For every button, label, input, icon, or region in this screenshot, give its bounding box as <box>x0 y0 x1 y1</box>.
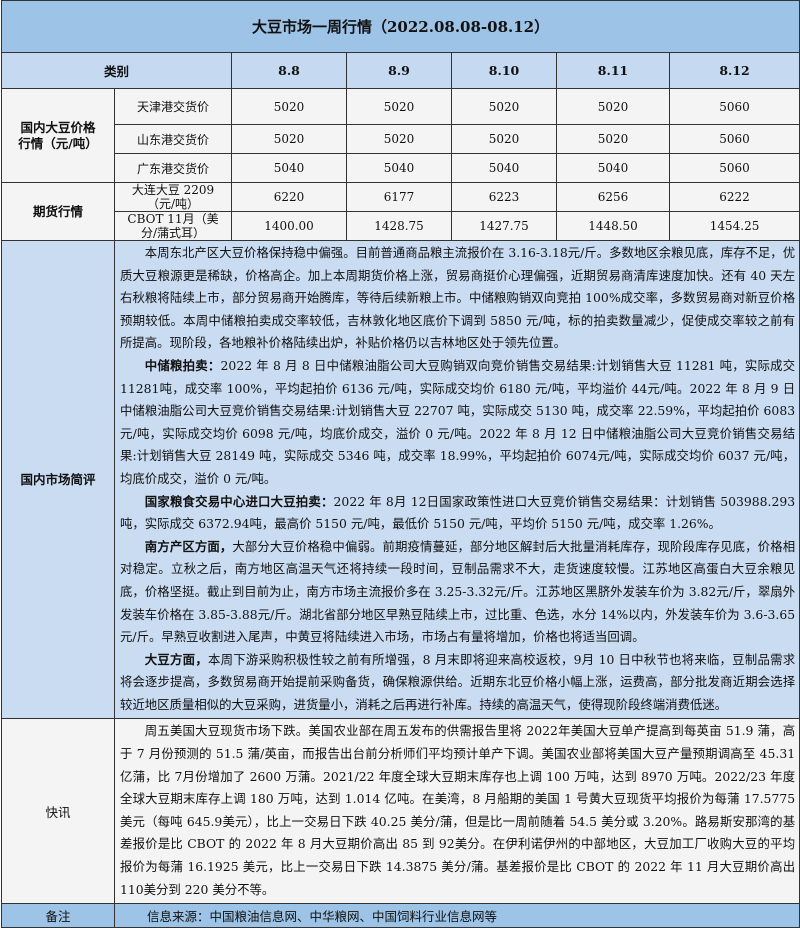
row-name-text: 大连大豆 2209（元/吨） <box>131 183 215 211</box>
paragraph-text: 2022 年 8 月 8 日中储粮油脂公司大豆购销双向竞价销售交易结果:计划销售… <box>120 357 796 486</box>
table-row: 国内大豆价格行情（元/吨） 天津港交货价 5020 5020 5020 5020… <box>1 88 800 183</box>
paragraph: 国家粮食交易中心进口大豆拍卖：2022 年 8月 12日国家政策性进口大豆竞价销… <box>120 491 795 536</box>
table-row: CBOT 11月（美分/蒲式耳） 1400.00 1428.75 1427.75… <box>2 211 800 241</box>
cell: 6177 <box>346 182 452 212</box>
row-name: CBOT 11月（美分/蒲式耳） <box>114 211 232 241</box>
paragraph-lead: 国家粮食交易中心进口大豆拍卖： <box>144 493 334 509</box>
row-name: 广东港交货价 <box>114 153 232 183</box>
note-text: 信息来源：中国粮油信息网、中华粮网、中国饲料行业信息网等 <box>113 903 800 928</box>
row-name-text: CBOT 11月（美分/蒲式耳） <box>127 212 219 240</box>
note-label: 备注 <box>1 903 115 928</box>
cell: 5040 <box>556 153 670 183</box>
cell: 1454.25 <box>668 211 800 241</box>
cell: 6223 <box>451 182 557 212</box>
table-row: 期货行情 大连大豆 2209（元/吨） 6220 6177 6223 6256 … <box>1 182 800 241</box>
date-header: 8.9 <box>346 52 452 89</box>
row-name: 天津港交货价 <box>114 88 232 125</box>
date-header: 8.12 <box>668 52 800 89</box>
cell: 5020 <box>451 88 557 125</box>
paragraph: 中储粮拍卖：2022 年 8 月 8 日中储粮油脂公司大豆购销双向竞价销售交易结… <box>120 355 795 491</box>
cell: 6256 <box>556 182 670 212</box>
commentary-row: 国内市场简评 本周东北产区大豆价格保持稳中偏强。目前普通商品粮主流报价在 3.1… <box>1 239 800 720</box>
cell: 5040 <box>231 153 347 183</box>
paragraph: 本周东北产区大豆价格保持稳中偏强。目前普通商品粮主流报价在 3.16-3.18元… <box>120 242 795 355</box>
paragraph-text: 大部分大豆价格稳中偏弱。前期疫情蔓延，部分地区解封后大批量消耗库存，现阶段库存见… <box>120 538 796 645</box>
paragraph: 大豆方面，本周下游采购积极性较之前有所增强，8 月末即将迎来高校返校，9月 10… <box>120 649 795 717</box>
commentary-label: 国内市场简评 <box>1 239 115 720</box>
commentary-text: 本周东北产区大豆价格保持稳中偏强。目前普通商品粮主流报价在 3.16-3.18元… <box>113 239 800 720</box>
table-row: 山东港交货价 5020 5020 5020 5020 5060 <box>2 124 800 154</box>
cell: 5060 <box>668 88 800 125</box>
note-row: 备注 信息来源：中国粮油信息网、中华粮网、中国饲料行业信息网等 <box>1 903 800 928</box>
cell: 5060 <box>668 124 800 154</box>
news-text: 周五美国大豆现货市场下跌。美国农业部在周五发布的供需报告里将 2022年美国大豆… <box>113 718 800 905</box>
paragraph-text: 本周东北产区大豆价格保持稳中偏强。目前普通商品粮主流报价在 3.16-3.18元… <box>120 245 796 351</box>
news-label: 快讯 <box>1 718 115 905</box>
table-row: 广东港交货价 5040 5040 5040 5040 5060 <box>2 153 800 183</box>
domestic-price-label: 国内大豆价格行情（元/吨） <box>1 88 115 183</box>
cell: 5020 <box>346 88 452 125</box>
cell: 5060 <box>668 153 800 183</box>
paragraph-lead: 南方产区方面， <box>144 538 233 554</box>
paragraph-lead: 中储粮拍卖： <box>144 357 221 373</box>
cell: 1400.00 <box>231 211 347 241</box>
date-header: 8.10 <box>451 52 557 89</box>
page-title: 大豆市场一周行情（2022.08.08-08.12） <box>0 0 800 53</box>
cell: 5020 <box>556 88 670 125</box>
row-name: 大连大豆 2209（元/吨） <box>114 182 232 212</box>
news-row: 快讯 周五美国大豆现货市场下跌。美国农业部在周五发布的供需报告里将 2022年美… <box>1 718 800 905</box>
cell: 1448.50 <box>556 211 670 241</box>
date-header: 8.11 <box>556 52 670 89</box>
cell: 1427.75 <box>451 211 557 241</box>
cell: 5020 <box>451 124 557 154</box>
paragraph: 周五美国大豆现货市场下跌。美国农业部在周五发布的供需报告里将 2022年美国大豆… <box>120 723 796 897</box>
category-label: 国内大豆价格行情（元/吨） <box>18 119 98 151</box>
cell: 5040 <box>346 153 452 183</box>
row-name: 山东港交货价 <box>114 124 232 154</box>
cell: 6222 <box>668 182 800 212</box>
category-header: 类别 <box>1 52 232 89</box>
cell: 6220 <box>231 182 347 212</box>
cell: 5020 <box>346 124 452 154</box>
cell: 5020 <box>231 124 347 154</box>
cell: 1428.75 <box>346 211 452 241</box>
paragraph: 南方产区方面，大部分大豆价格稳中偏弱。前期疫情蔓延，部分地区解封后大批量消耗库存… <box>120 536 795 649</box>
paragraph-text: 2022 年 8月 12日国家政策性进口大豆竞价销售交易结果：计划销售 5039… <box>120 493 796 532</box>
cell: 5020 <box>556 124 670 154</box>
cell: 5020 <box>231 88 347 125</box>
paragraph-text: 本周下游采购积极性较之前有所增强，8 月末即将迎来高校返校，9月 10 日中秋节… <box>120 651 796 712</box>
header-row: 类别 8.8 8.9 8.10 8.11 8.12 <box>1 52 800 89</box>
paragraph-lead: 大豆方面， <box>144 651 208 667</box>
futures-label: 期货行情 <box>1 182 115 241</box>
cell: 5040 <box>451 153 557 183</box>
date-header: 8.8 <box>231 52 347 89</box>
